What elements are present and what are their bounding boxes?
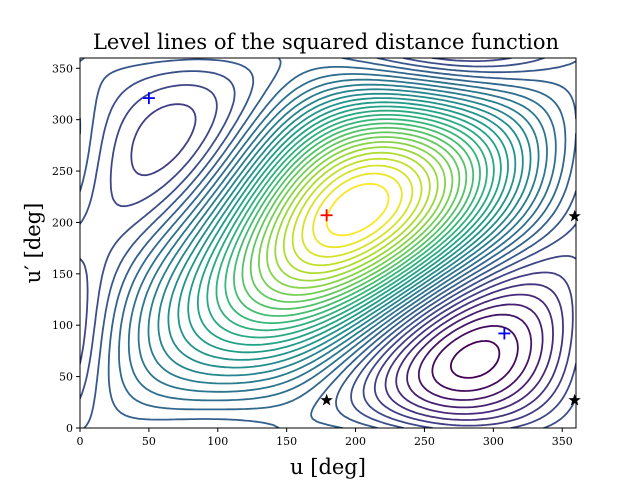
contour-level	[157, 88, 532, 377]
y-tick-label: 0	[66, 422, 73, 435]
x-tick-label: 150	[276, 435, 297, 448]
contour-level	[80, 58, 576, 428]
contour-level	[249, 131, 461, 303]
x-tick-label: 50	[142, 435, 156, 448]
contour-lines	[80, 58, 576, 428]
contour-level	[395, 293, 554, 415]
x-tick-label: 200	[345, 435, 366, 448]
y-tick-label: 150	[52, 268, 73, 281]
y-axis-ticks: 0 50 100 150 200 250 300 350	[52, 62, 80, 435]
critical-point-markers	[142, 92, 581, 406]
y-tick-label: 50	[59, 371, 73, 384]
contour-level	[282, 151, 431, 274]
saddle-marker	[568, 393, 581, 406]
y-axis-label: u′ [deg]	[21, 203, 45, 284]
contour-level	[301, 164, 414, 258]
saddle-marker	[320, 393, 333, 406]
contour-level	[147, 83, 540, 385]
contour-level	[187, 101, 509, 354]
contour-level	[233, 122, 475, 317]
contour-level	[224, 118, 481, 324]
contour-level	[215, 114, 488, 332]
contour-level	[325, 182, 390, 237]
contour-level	[130, 103, 574, 427]
contour-level	[118, 66, 567, 411]
minimum-marker	[142, 92, 155, 105]
y-tick-label: 250	[52, 165, 73, 178]
contour-level	[431, 325, 519, 392]
x-tick-label: 100	[207, 435, 228, 448]
contour-level	[406, 303, 544, 409]
contour-level	[80, 58, 576, 428]
contour-level	[80, 58, 576, 428]
contour-level	[80, 58, 576, 428]
chart-title: Level lines of the squared distance func…	[93, 30, 559, 54]
x-tick-label: 0	[77, 435, 84, 448]
contour-level	[197, 105, 502, 346]
contour-level	[417, 313, 533, 401]
y-tick-label: 100	[52, 319, 73, 332]
x-tick-label: 250	[414, 435, 435, 448]
contour-level	[127, 73, 557, 402]
contour-level	[266, 141, 446, 289]
saddle-marker	[568, 209, 581, 222]
contour-level	[137, 78, 548, 393]
minimum-marker	[498, 327, 511, 340]
maximum-marker	[320, 209, 333, 222]
contour-level	[274, 146, 439, 282]
y-tick-label: 300	[52, 114, 73, 127]
contour-level	[312, 172, 403, 249]
contour-level	[206, 109, 495, 339]
x-axis-label: u [deg]	[290, 455, 366, 479]
x-tick-label: 300	[483, 435, 504, 448]
plot-frame	[79, 57, 577, 429]
y-tick-label: 350	[52, 62, 73, 75]
y-tick-label: 200	[52, 216, 73, 229]
contour-level	[449, 340, 501, 379]
contour-level	[241, 126, 468, 310]
contour-level	[167, 92, 524, 369]
x-axis-ticks: 0 50 100 150 200 250 300 350	[77, 428, 573, 448]
contour-level	[177, 97, 517, 361]
contour-level	[258, 136, 454, 296]
contour-level	[291, 157, 423, 267]
x-tick-label: 350	[552, 435, 573, 448]
contour-level	[384, 283, 564, 421]
